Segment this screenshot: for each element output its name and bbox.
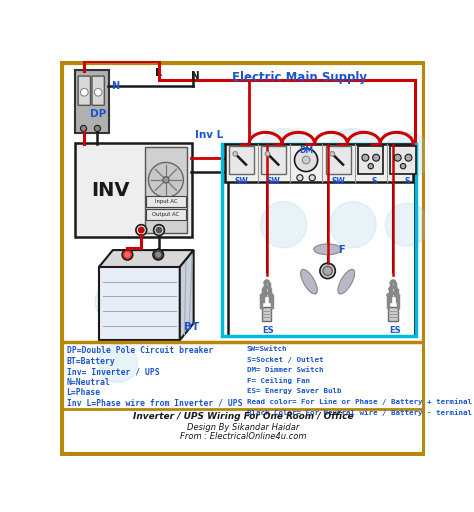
Circle shape	[326, 129, 380, 182]
Text: S=Socket / Outlet: S=Socket / Outlet	[247, 357, 323, 362]
Circle shape	[148, 162, 183, 197]
Text: INV: INV	[91, 181, 130, 200]
Circle shape	[320, 263, 335, 279]
Circle shape	[394, 154, 401, 161]
Circle shape	[368, 163, 374, 169]
Circle shape	[94, 89, 102, 96]
Text: SW: SW	[267, 177, 281, 186]
FancyBboxPatch shape	[389, 307, 398, 321]
Circle shape	[95, 279, 141, 325]
Circle shape	[309, 175, 315, 181]
Circle shape	[294, 148, 318, 172]
Text: Inv L=Phase wire from Inverter / UPS: Inv L=Phase wire from Inverter / UPS	[66, 398, 242, 408]
Text: DP: DP	[90, 109, 106, 119]
Circle shape	[122, 249, 133, 260]
Text: Inv= Inverter / UPS: Inv= Inverter / UPS	[66, 367, 159, 376]
FancyBboxPatch shape	[75, 143, 191, 237]
Ellipse shape	[301, 269, 317, 294]
Text: DM= Dimmer Switch: DM= Dimmer Switch	[247, 367, 323, 373]
Circle shape	[373, 154, 380, 161]
FancyBboxPatch shape	[75, 70, 109, 133]
Text: Black Color= For Neutral wire / Battery - terminal: Black Color= For Neutral wire / Battery …	[247, 409, 472, 416]
Text: N: N	[111, 81, 119, 91]
Circle shape	[261, 202, 307, 248]
Text: F= Ceiling Fan: F= Ceiling Fan	[247, 377, 310, 385]
Polygon shape	[180, 250, 194, 340]
Text: SW: SW	[331, 177, 345, 186]
Circle shape	[330, 152, 335, 156]
Text: BT=Battery: BT=Battery	[66, 357, 115, 366]
Text: Design By Sikandar Haidar: Design By Sikandar Haidar	[187, 422, 299, 432]
Text: Inv L: Inv L	[195, 130, 223, 140]
Text: S: S	[372, 177, 377, 186]
Circle shape	[81, 125, 87, 132]
FancyBboxPatch shape	[225, 144, 413, 182]
Circle shape	[330, 202, 376, 248]
Circle shape	[156, 227, 162, 233]
Text: BT: BT	[183, 323, 199, 332]
FancyBboxPatch shape	[146, 196, 185, 207]
Circle shape	[385, 203, 428, 246]
FancyBboxPatch shape	[99, 267, 180, 340]
Text: L=Phase: L=Phase	[66, 388, 100, 397]
Circle shape	[384, 132, 430, 179]
Text: S: S	[404, 177, 410, 186]
Text: SW=Switch: SW=Switch	[247, 346, 287, 352]
Text: DP=Double Pole Circuit breaker: DP=Double Pole Circuit breaker	[66, 346, 213, 355]
FancyBboxPatch shape	[78, 76, 91, 105]
Circle shape	[81, 89, 88, 96]
Circle shape	[297, 175, 303, 181]
Circle shape	[136, 225, 146, 236]
Circle shape	[156, 252, 161, 257]
FancyBboxPatch shape	[92, 76, 104, 105]
Circle shape	[233, 152, 237, 156]
FancyBboxPatch shape	[62, 63, 424, 454]
Circle shape	[362, 154, 369, 161]
Text: From : ElectricalOnline4u.com: From : ElectricalOnline4u.com	[180, 432, 306, 441]
Circle shape	[163, 177, 169, 183]
FancyBboxPatch shape	[391, 146, 416, 174]
FancyBboxPatch shape	[262, 307, 272, 321]
Text: ES: ES	[389, 326, 401, 334]
Text: Electric Main Supply: Electric Main Supply	[232, 71, 366, 83]
Text: ES= Energy Saver Bulb: ES= Energy Saver Bulb	[247, 388, 341, 394]
Text: F: F	[338, 245, 345, 255]
Circle shape	[94, 125, 100, 132]
Circle shape	[405, 154, 412, 161]
Circle shape	[138, 227, 144, 233]
Text: Input AC: Input AC	[155, 199, 177, 204]
Text: Inverter / UPS Wiring For One Room / Office: Inverter / UPS Wiring For One Room / Off…	[133, 412, 353, 421]
FancyBboxPatch shape	[146, 208, 185, 220]
Circle shape	[154, 225, 164, 236]
Text: SW: SW	[235, 177, 248, 186]
FancyBboxPatch shape	[228, 146, 254, 174]
Text: L: L	[155, 69, 163, 78]
FancyBboxPatch shape	[358, 146, 383, 174]
Circle shape	[323, 266, 332, 275]
Text: N: N	[191, 72, 200, 81]
Circle shape	[302, 156, 310, 164]
Text: N=Neutral: N=Neutral	[66, 377, 110, 387]
Circle shape	[125, 252, 130, 257]
Text: Output AC: Output AC	[152, 212, 180, 217]
Circle shape	[153, 249, 164, 260]
Polygon shape	[99, 250, 194, 267]
Circle shape	[265, 152, 270, 156]
Ellipse shape	[338, 269, 355, 294]
Text: DM: DM	[299, 146, 313, 155]
Circle shape	[99, 344, 137, 382]
Text: ES: ES	[263, 326, 274, 334]
FancyBboxPatch shape	[145, 147, 187, 233]
Ellipse shape	[314, 244, 341, 254]
FancyBboxPatch shape	[326, 146, 351, 174]
Text: Read color= For Line or Phase / Battery + terminal: Read color= For Line or Phase / Battery …	[247, 398, 472, 405]
FancyBboxPatch shape	[261, 146, 286, 174]
Circle shape	[257, 129, 310, 182]
Circle shape	[401, 163, 406, 169]
